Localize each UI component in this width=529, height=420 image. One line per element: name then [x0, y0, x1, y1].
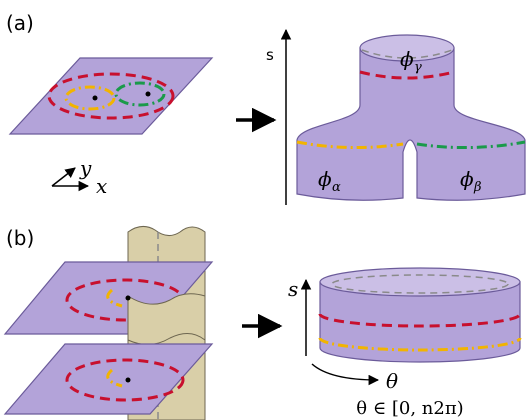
phi-label: ϕ [460, 167, 474, 191]
plane [3, 343, 214, 415]
axis-label: s [266, 46, 274, 64]
top-rim [359, 34, 455, 62]
loop [64, 85, 116, 111]
cylinder-top [319, 267, 521, 297]
panel-label: (b) [6, 226, 34, 250]
axis-label: y [79, 156, 92, 180]
puncture [125, 377, 131, 383]
pants-surface [296, 47, 526, 201]
cylinder [319, 281, 521, 363]
puncture [125, 295, 131, 301]
loop [318, 337, 522, 352]
phi-subscript: γ [414, 60, 422, 75]
phi-subscript: α [332, 180, 341, 195]
axis-label: s [288, 277, 298, 301]
loop [359, 70, 455, 80]
loop [114, 81, 166, 107]
puncture [92, 95, 98, 101]
theta-label: θ [386, 369, 398, 393]
loop [106, 288, 123, 308]
hidden-edge [331, 274, 509, 294]
theta-arrow [311, 363, 380, 386]
phi-label: ϕ [318, 167, 332, 191]
phi-label: ϕ [400, 47, 414, 71]
axis-label: x [96, 174, 107, 198]
y-arrow [51, 167, 76, 187]
loop [318, 313, 522, 328]
loop [65, 358, 185, 402]
loop [47, 72, 175, 120]
loop [296, 140, 404, 150]
theta-range: θ ∈ [0, n2π) [356, 398, 463, 419]
loop [106, 368, 123, 388]
puncture [145, 91, 151, 97]
plane [8, 57, 214, 135]
phi-subscript: β [473, 180, 482, 195]
panel-label: (a) [6, 11, 34, 35]
